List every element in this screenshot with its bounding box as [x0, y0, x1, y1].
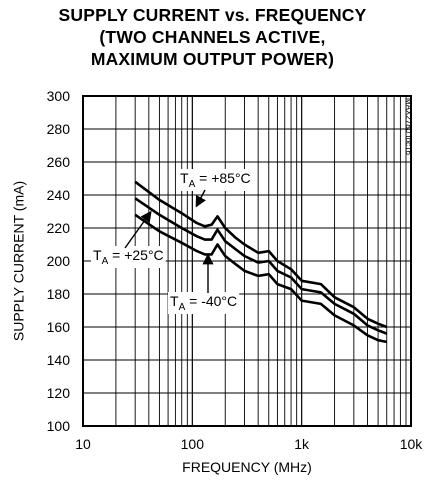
x-axis-label: FREQUENCY (MHz) — [182, 459, 312, 475]
y-tick-label: 140 — [47, 352, 71, 368]
series-line-3 — [134, 213, 387, 344]
annotation-arrow — [124, 210, 152, 249]
y-tick-label: 260 — [47, 154, 71, 170]
y-axis-label: SUPPLY CURRENT (mA) — [11, 181, 27, 341]
annotation-label: TA = +25°C — [93, 247, 164, 267]
chart-title: SUPPLY CURRENT vs. FREQUENCY (TWO CHANNE… — [0, 4, 425, 70]
x-tick-label: 10k — [400, 436, 424, 452]
x-tick-label: 1k — [294, 436, 310, 452]
x-tick-label: 100 — [181, 436, 205, 452]
grid — [83, 96, 411, 426]
annotation-background — [91, 246, 166, 268]
series-line-1 — [134, 180, 388, 329]
annotation-background — [178, 169, 253, 191]
chart-title-line-2: (TWO CHANNELS ACTIVE, — [99, 27, 326, 47]
x-tick-label: 10 — [75, 436, 91, 452]
y-tick-label: 160 — [47, 319, 71, 335]
annotation-arrow — [195, 189, 206, 208]
y-tick-label: 100 — [47, 418, 71, 434]
y-tick-label: 120 — [47, 385, 71, 401]
y-tick-label: 200 — [47, 253, 71, 269]
annotation-label: TA = -40°C — [170, 293, 237, 313]
annotations: TA = +85°C TA = +25°C TA = -40°C — [91, 169, 253, 314]
series-group — [134, 180, 388, 344]
y-tick-label: 280 — [47, 121, 71, 137]
y-tick-label: 180 — [47, 286, 71, 302]
annotation-1: TA = +85°C — [178, 169, 253, 208]
y-tick-label: 240 — [47, 187, 71, 203]
annotation-background — [168, 292, 240, 314]
annotation-label: TA = +85°C — [180, 170, 251, 190]
y-tick-label: 220 — [47, 220, 71, 236]
y-tick-label: 300 — [47, 88, 71, 104]
annotation-3: TA = -40°C — [168, 253, 240, 314]
chart-title-line-3: MAXIMUM OUTPUT POWER) — [90, 49, 335, 69]
plot-frame — [82, 95, 412, 427]
chart-title-line-1: SUPPLY CURRENT vs. FREQUENCY — [58, 5, 367, 25]
annotation-2: TA = +25°C — [91, 210, 166, 268]
figure-code-label: MAX2780 toc16 — [404, 98, 413, 155]
series-line-2 — [134, 197, 388, 335]
